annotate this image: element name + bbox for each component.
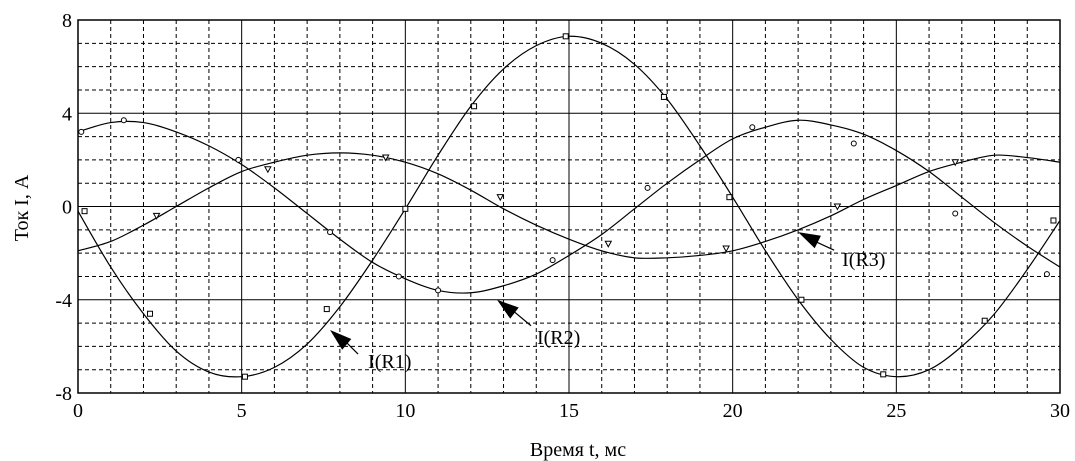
x-tick-label: 5	[237, 400, 247, 422]
data-point-circle	[395, 273, 402, 280]
data-point-circle	[549, 257, 556, 264]
y-axis-label: Ток I, А	[11, 174, 33, 241]
series-line-I(R1)	[77, 35, 1061, 378]
y-tick-labels: 8 4 0 -4 -8	[55, 10, 72, 405]
x-axis-label: Время t, мс	[530, 439, 626, 461]
data-point-circle	[78, 128, 85, 135]
annotation-label: I(R1)	[368, 351, 411, 373]
data-point-square	[147, 310, 154, 317]
data-point-square	[660, 93, 667, 100]
series-annotations: I(R1) I(R2) I(R3)	[330, 232, 885, 373]
x-tick-label: 25	[886, 400, 906, 422]
data-point-triangle	[496, 194, 505, 202]
data-point-square	[81, 208, 88, 215]
data-point-triangle	[833, 203, 842, 211]
data-point-circle	[327, 229, 334, 236]
data-point-triangle	[381, 154, 390, 162]
y-tick-label: 4	[62, 103, 72, 125]
annotation-arrow	[330, 330, 352, 350]
data-point-square	[402, 205, 409, 212]
data-point-square	[562, 33, 569, 40]
series-markers	[78, 33, 1057, 380]
data-point-square	[880, 371, 887, 378]
data-point-circle	[120, 117, 127, 124]
data-point-square	[471, 103, 478, 110]
data-point-circle	[850, 140, 857, 147]
data-point-triangle	[951, 159, 960, 167]
x-tick-label: 20	[723, 400, 743, 422]
y-tick-label: -8	[55, 383, 72, 405]
data-point-triangle	[722, 245, 730, 253]
annotation-label: I(R3)	[842, 249, 885, 271]
y-tick-label: 8	[62, 10, 72, 32]
data-point-circle	[644, 184, 651, 191]
data-point-circle	[435, 287, 442, 294]
y-tick-label: 0	[62, 197, 72, 219]
series-line-I(R3)	[77, 152, 1061, 260]
data-point-square	[1050, 217, 1057, 224]
data-point-square	[323, 306, 330, 313]
data-point-square	[726, 194, 733, 201]
annotation-arrow	[496, 299, 519, 319]
data-point-circle	[952, 210, 959, 217]
annotation-label: I(R2)	[537, 327, 580, 349]
x-tick-label: 0	[73, 400, 83, 422]
data-point-triangle	[604, 240, 613, 248]
y-tick-label: -4	[55, 290, 72, 312]
data-point-circle	[1043, 271, 1050, 278]
annotation-arrow	[798, 232, 821, 249]
series-line-I(R2)	[77, 119, 1061, 294]
plot-frame	[77, 19, 1061, 394]
data-point-triangle	[152, 212, 161, 220]
data-point-circle	[749, 124, 756, 131]
data-point-square	[798, 296, 805, 303]
x-tick-label: 30	[1050, 400, 1070, 422]
x-tick-labels: 0 5 10 15 20 25 30	[73, 400, 1070, 422]
data-point-circle	[235, 156, 242, 163]
data-point-triangle	[264, 166, 272, 174]
data-point-square	[241, 373, 248, 380]
x-tick-label: 10	[395, 400, 415, 422]
x-tick-label: 15	[559, 400, 579, 422]
data-point-square	[981, 317, 988, 324]
series-curves	[77, 35, 1061, 378]
